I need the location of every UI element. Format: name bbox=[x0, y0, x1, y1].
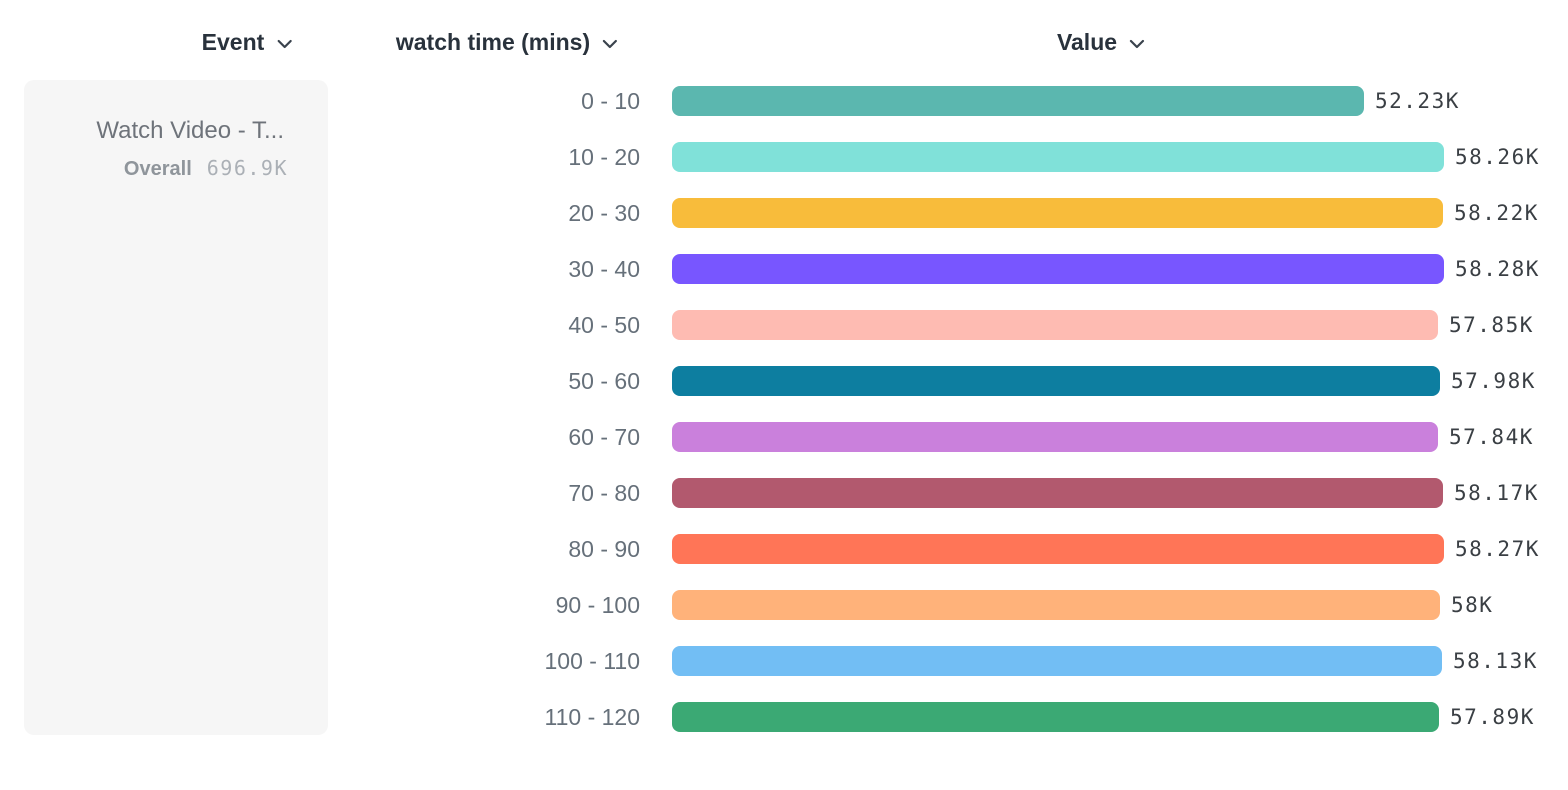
value-label: 58.22K bbox=[1454, 201, 1539, 225]
bar[interactable] bbox=[672, 198, 1443, 228]
bar[interactable] bbox=[672, 142, 1444, 172]
category-label: 40 - 50 bbox=[568, 312, 640, 338]
value-label: 57.98K bbox=[1451, 369, 1536, 393]
overall-label: Overall bbox=[123, 158, 192, 180]
category-label: 30 - 40 bbox=[568, 256, 640, 282]
bar[interactable] bbox=[672, 254, 1444, 284]
event-legend-card[interactable]: Watch Video - T... Overall 696.9K bbox=[24, 80, 328, 735]
chart-row: 50 - 60 57.98K bbox=[0, 366, 1568, 396]
chart-row: 60 - 70 57.84K bbox=[0, 422, 1568, 452]
value-label: 58.28K bbox=[1455, 257, 1540, 281]
column-header-event-label: Event bbox=[201, 28, 265, 55]
chart-row: 110 - 120 57.89K bbox=[0, 702, 1568, 732]
value-label: 52.23K bbox=[1375, 89, 1460, 113]
category-label: 100 - 110 bbox=[544, 648, 640, 674]
category-label: 90 - 100 bbox=[555, 592, 640, 618]
chevron-down-icon bbox=[276, 39, 292, 49]
value-label: 58.13K bbox=[1453, 649, 1538, 673]
category-label: 20 - 30 bbox=[568, 200, 640, 226]
bar[interactable] bbox=[672, 646, 1442, 676]
value-label: 57.85K bbox=[1449, 313, 1534, 337]
chart-row: 80 - 90 58.27K bbox=[0, 534, 1568, 564]
category-label: 110 - 120 bbox=[544, 704, 640, 730]
chevron-down-icon bbox=[602, 39, 618, 49]
chevron-down-icon bbox=[1129, 39, 1145, 49]
category-label: 80 - 90 bbox=[568, 536, 640, 562]
column-header-value[interactable]: Value bbox=[1057, 28, 1145, 56]
bar[interactable] bbox=[672, 534, 1444, 564]
column-header-event[interactable]: Event bbox=[202, 28, 293, 56]
column-header-value-label: Value bbox=[1056, 28, 1118, 55]
bar[interactable] bbox=[672, 366, 1440, 396]
category-label: 50 - 60 bbox=[568, 368, 640, 394]
chart-row: 10 - 20 58.26K bbox=[0, 142, 1568, 172]
bar[interactable] bbox=[672, 478, 1443, 508]
category-label: 60 - 70 bbox=[568, 424, 640, 450]
chart-row: 20 - 30 58.22K bbox=[0, 198, 1568, 228]
bar[interactable] bbox=[672, 310, 1438, 340]
chart-row: 30 - 40 58.28K bbox=[0, 254, 1568, 284]
column-header-breakdown[interactable]: watch time (mins) bbox=[396, 28, 618, 56]
value-label: 58.17K bbox=[1454, 481, 1539, 505]
value-label: 58.27K bbox=[1455, 537, 1540, 561]
chart-row: 40 - 50 57.85K bbox=[0, 310, 1568, 340]
category-label: 70 - 80 bbox=[568, 480, 640, 506]
chart-row: 0 - 10 52.23K bbox=[0, 86, 1568, 116]
category-label: 0 - 10 bbox=[581, 88, 640, 114]
event-overall-row: Overall 696.9K bbox=[124, 156, 288, 181]
category-label: 10 - 20 bbox=[568, 144, 640, 170]
value-label: 58K bbox=[1451, 593, 1494, 617]
chart-row: 70 - 80 58.17K bbox=[0, 478, 1568, 508]
event-title: Watch Video - T... bbox=[96, 117, 284, 144]
bar[interactable] bbox=[672, 422, 1438, 452]
chart-row: 90 - 100 58K bbox=[0, 590, 1568, 620]
value-label: 58.26K bbox=[1455, 145, 1540, 169]
bar[interactable] bbox=[672, 86, 1364, 116]
overall-value: 696.9K bbox=[206, 156, 288, 180]
chart-row: 100 - 110 58.13K bbox=[0, 646, 1568, 676]
column-header-breakdown-label: watch time (mins) bbox=[395, 28, 591, 55]
bar[interactable] bbox=[672, 702, 1439, 732]
value-label: 57.84K bbox=[1449, 425, 1534, 449]
bar[interactable] bbox=[672, 590, 1440, 620]
value-label: 57.89K bbox=[1450, 705, 1535, 729]
